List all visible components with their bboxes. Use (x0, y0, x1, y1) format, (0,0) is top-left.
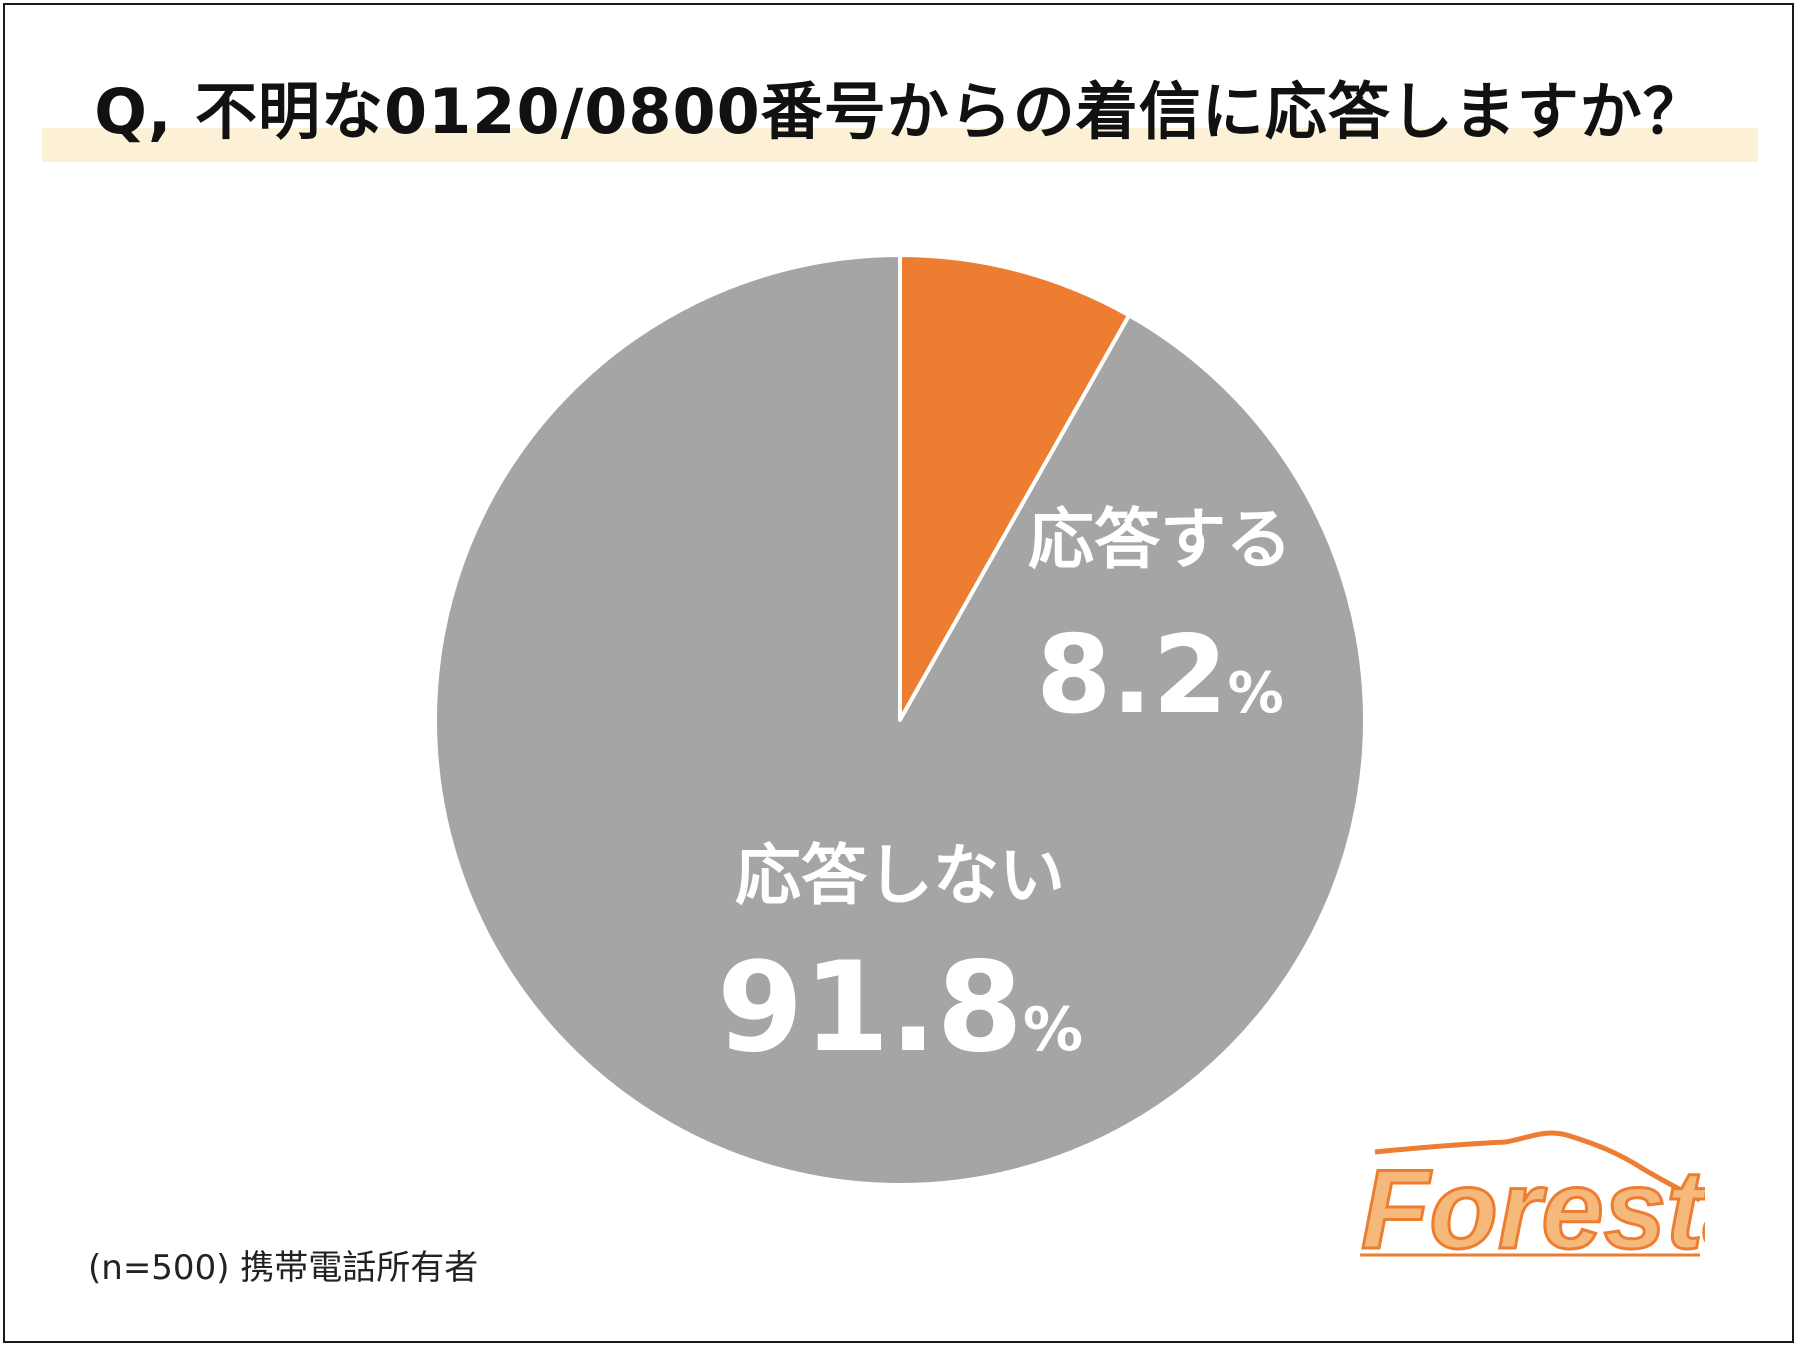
pie-slice-answer (898, 253, 1132, 722)
logo-mountain-roof (1374, 1130, 1702, 1203)
slice-value-no-answer: 91.8% (717, 936, 1083, 1080)
chart-frame (3, 3, 1794, 1343)
sample-size-note: (n=500) 携帯電話所有者 (88, 1248, 479, 1288)
title-highlight (42, 128, 1758, 162)
foresta-logo: Foresta (1360, 1130, 1705, 1265)
chart-title: Q, 不明な0120/0800番号からの着信に応答しますか？ (94, 75, 1706, 148)
slice-label-answer: 応答する (1028, 501, 1292, 578)
slice-label-no-answer: 応答しない (735, 837, 1065, 914)
pie-slice-no-answer (433, 253, 1367, 1187)
slice-value-answer: 8.2% (1036, 613, 1283, 738)
logo-wordmark-initial: Foresta (1361, 1147, 1705, 1265)
